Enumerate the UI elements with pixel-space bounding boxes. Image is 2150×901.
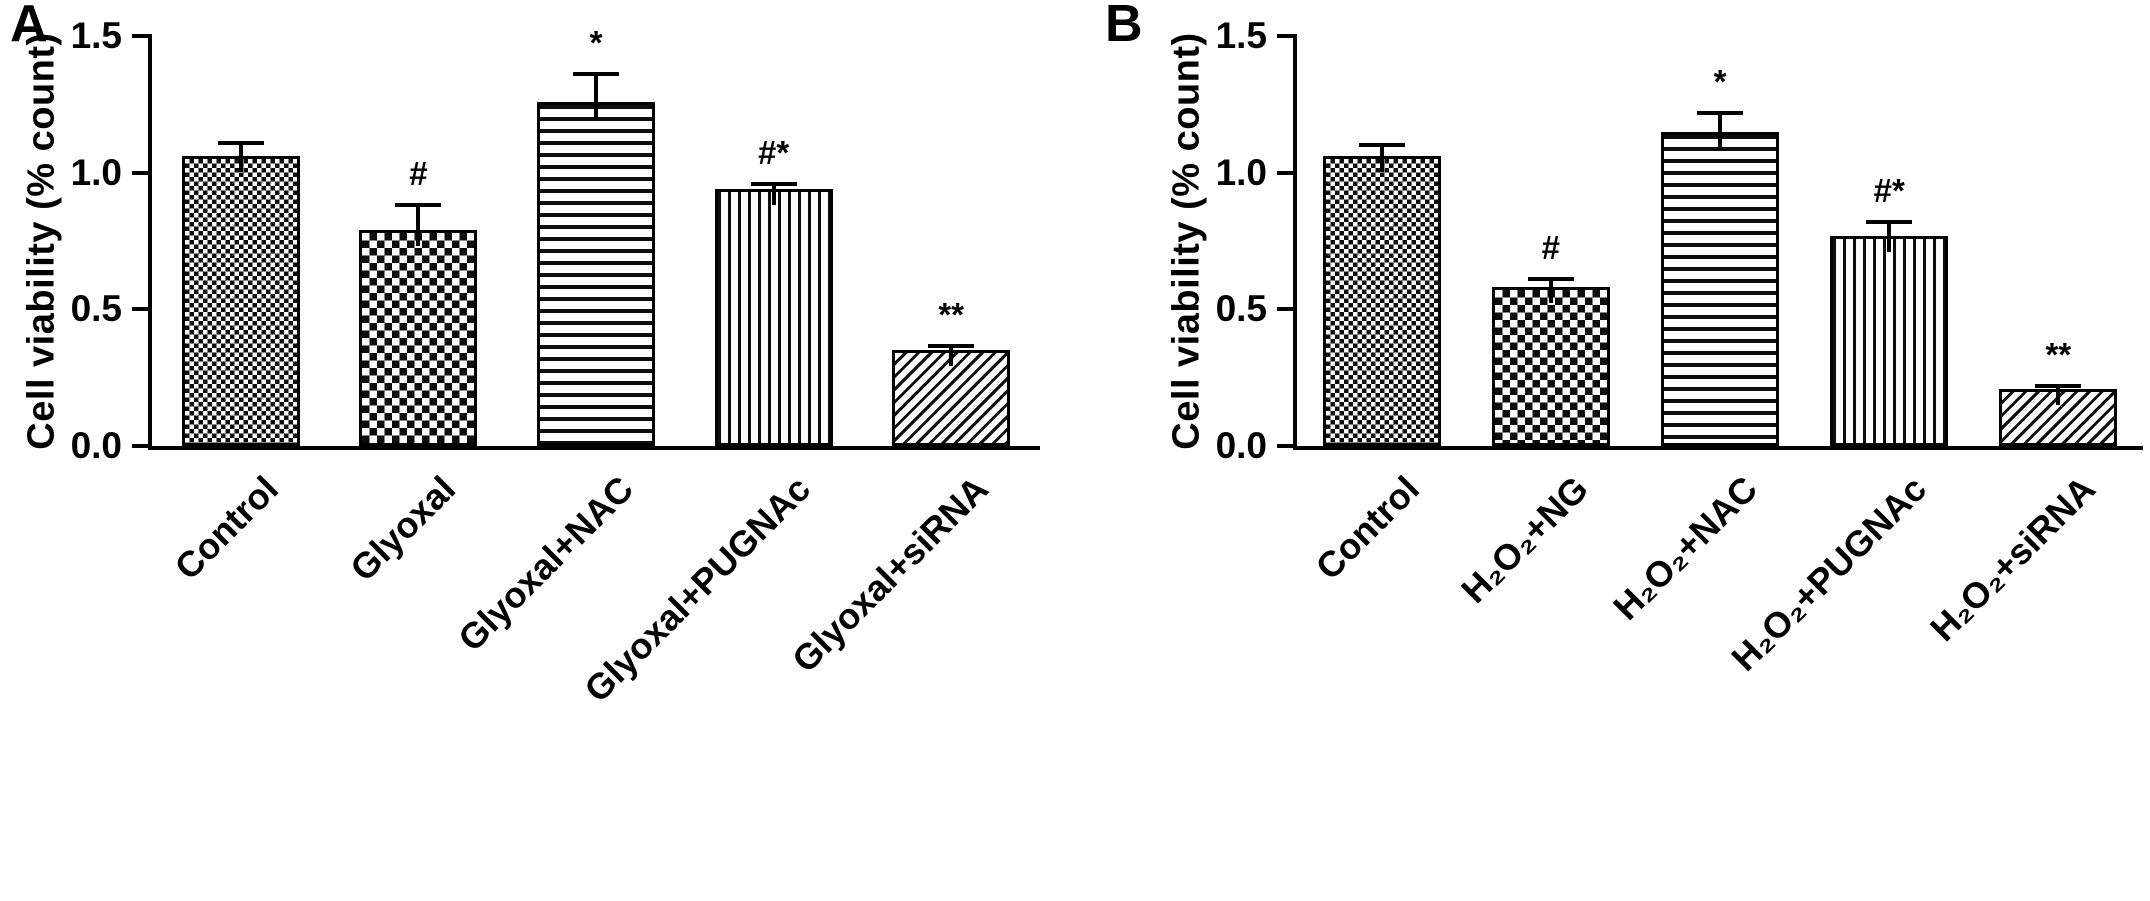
y-axis-tick xyxy=(1277,170,1293,175)
significance-annotation: # xyxy=(1541,229,1560,267)
y-axis-tick xyxy=(1277,34,1293,38)
error-bar-line xyxy=(771,183,776,206)
y-axis-line xyxy=(1293,34,1297,450)
x-axis-category-label: Control xyxy=(1307,468,1427,588)
y-axis-tick-label: 0.0 xyxy=(70,425,122,466)
x-axis-category-label: Glyoxal xyxy=(342,468,464,589)
y-axis-tick xyxy=(1277,307,1293,312)
error-bar-cap xyxy=(750,181,797,186)
y-axis-tick-label: 0.5 xyxy=(70,288,122,330)
y-axis-tick xyxy=(132,170,148,175)
error-bar-cap xyxy=(928,344,975,349)
bar xyxy=(1830,235,1949,446)
error-bar-line xyxy=(1379,145,1384,173)
panel-a-label: A xyxy=(10,0,48,53)
bar xyxy=(537,101,655,446)
significance-annotation: #* xyxy=(757,133,790,171)
error-bar-line xyxy=(416,205,421,247)
panel-a-y-axis-title: Cell viability (% count) xyxy=(20,32,63,450)
bar xyxy=(714,189,833,446)
significance-annotation: ** xyxy=(938,296,965,334)
significance-annotation: ** xyxy=(2045,335,2072,373)
y-axis-tick-label: 1.5 xyxy=(1215,15,1267,56)
x-axis-line xyxy=(1293,446,2143,450)
bar xyxy=(359,230,478,446)
panel-a: A Cell viability (% count) 0.0 0.5 1.0 1.5 C… xyxy=(10,0,1040,710)
x-axis-category-label: H₂O₂+siRNA xyxy=(1922,468,2104,650)
bar xyxy=(1491,287,1610,446)
x-axis-line xyxy=(148,446,1040,450)
error-bar-cap xyxy=(1527,277,1574,282)
significance-annotation: * xyxy=(1713,62,1727,100)
y-axis-tick-label: 0.0 xyxy=(1215,425,1267,466)
error-bar-line xyxy=(2056,385,2061,405)
x-axis-category-label: H₂O₂+NAC xyxy=(1605,468,1765,628)
error-bar-cap xyxy=(395,203,442,208)
y-axis-tick-label: 1.0 xyxy=(1215,151,1267,193)
error-bar-line xyxy=(594,74,598,118)
error-bar-cap xyxy=(573,72,619,77)
error-bar-cap xyxy=(1697,110,1743,115)
panel-b-label: B xyxy=(1105,0,1143,53)
y-axis-tick-label: 1.5 xyxy=(70,15,122,56)
error-bar-line xyxy=(1548,279,1553,304)
x-axis-category-label: H₂O₂+NG xyxy=(1452,468,1596,611)
y-axis-tick xyxy=(1277,444,1293,448)
error-bar-cap xyxy=(2035,383,2082,388)
significance-annotation: * xyxy=(589,24,603,62)
x-axis-category-label: Glyoxal+NAC xyxy=(450,468,641,659)
y-axis-line xyxy=(148,34,152,450)
error-bar-line xyxy=(238,142,243,173)
panel-b: B Cell viability (% count) 0.0 0.5 1.0 1.5 C… xyxy=(1075,0,2150,901)
bar xyxy=(1661,131,1779,446)
error-bar-line xyxy=(1887,221,1892,252)
significance-annotation: #* xyxy=(1873,171,1905,209)
error-bar-cap xyxy=(217,140,264,145)
x-axis-category-label: Control xyxy=(166,468,286,588)
error-bar-cap xyxy=(1358,143,1405,148)
error-bar-cap xyxy=(1866,219,1913,224)
error-bar-line xyxy=(949,346,954,367)
significance-annotation: # xyxy=(409,155,428,193)
y-axis-tick-label: 1.0 xyxy=(70,151,122,193)
bar xyxy=(181,156,300,446)
y-axis-tick-label: 0.5 xyxy=(1215,288,1267,330)
y-axis-tick xyxy=(132,34,148,38)
panel-b-y-axis-title: Cell viability (% count) xyxy=(1165,32,1208,450)
y-axis-tick xyxy=(132,307,148,312)
bar xyxy=(1322,156,1441,446)
y-axis-tick xyxy=(132,444,148,448)
error-bar-line xyxy=(1718,112,1722,148)
